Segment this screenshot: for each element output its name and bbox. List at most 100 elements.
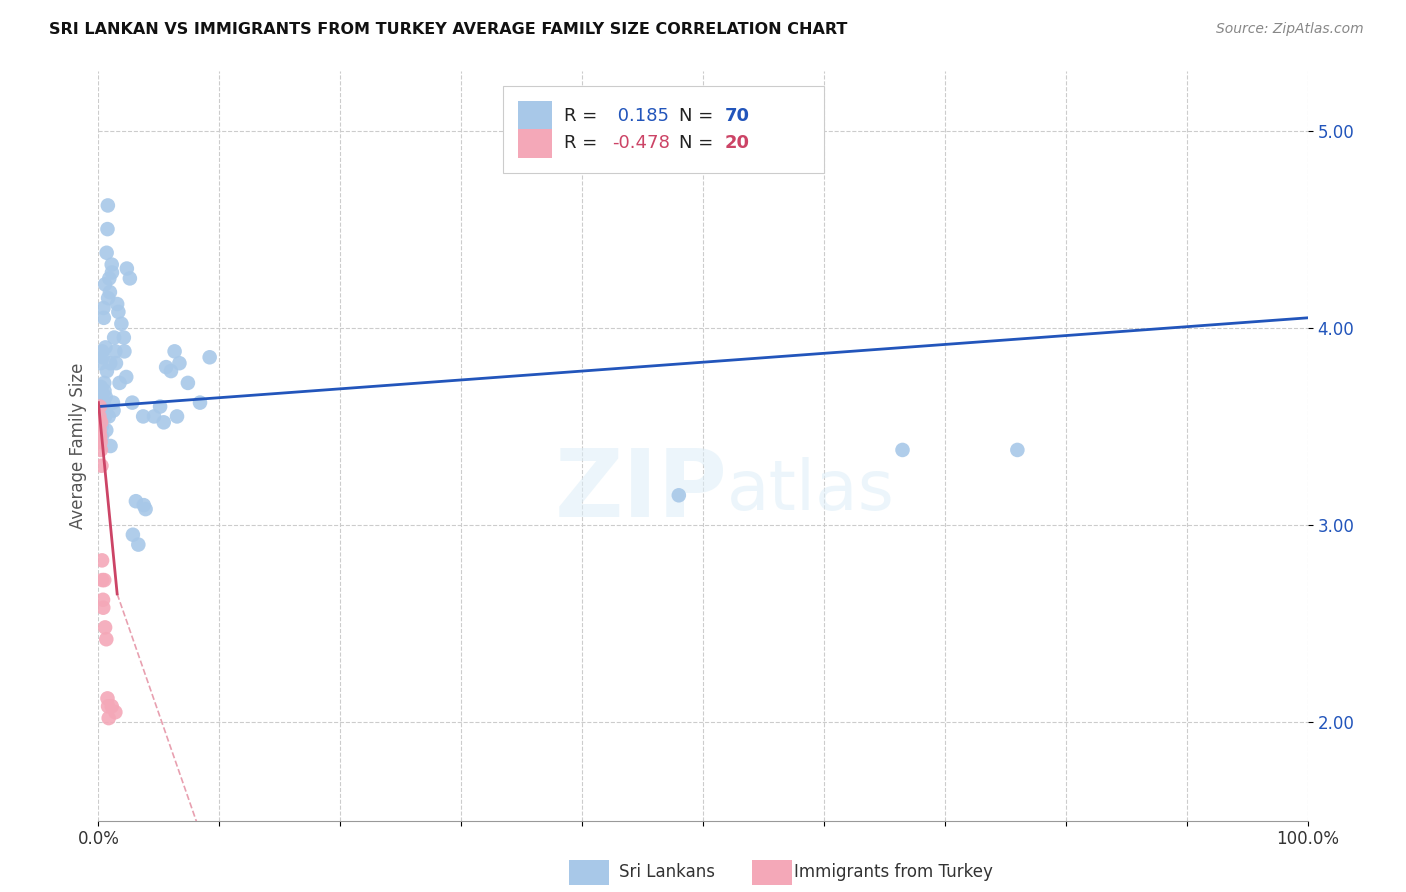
- Point: [98, 356, 121, 370]
- Point: [97, 711, 120, 725]
- Point: [93, 376, 115, 390]
- Point: [96, 423, 118, 437]
- FancyBboxPatch shape: [517, 129, 553, 158]
- Point: [90, 356, 112, 370]
- Point: [115, 370, 138, 384]
- Point: [143, 409, 166, 424]
- Text: ZIP: ZIP: [554, 445, 727, 537]
- Point: [91, 600, 114, 615]
- Point: [91, 429, 114, 443]
- Point: [152, 415, 174, 429]
- Point: [91, 351, 114, 365]
- Point: [93, 573, 115, 587]
- Point: [100, 439, 122, 453]
- Point: [91, 592, 114, 607]
- Point: [90, 442, 112, 457]
- Point: [112, 344, 135, 359]
- Point: [90, 415, 112, 429]
- Point: [94, 277, 117, 292]
- Point: [105, 297, 128, 311]
- Point: [110, 317, 132, 331]
- FancyBboxPatch shape: [517, 102, 553, 130]
- Point: [93, 384, 115, 398]
- Text: SRI LANKAN VS IMMIGRANTS FROM TURKEY AVERAGE FAMILY SIZE CORRELATION CHART: SRI LANKAN VS IMMIGRANTS FROM TURKEY AVE…: [49, 22, 848, 37]
- Text: Sri Lankans: Sri Lankans: [619, 863, 714, 881]
- Point: [132, 498, 155, 512]
- Point: [100, 258, 122, 272]
- Point: [90, 384, 112, 398]
- Point: [94, 409, 117, 424]
- Point: [104, 705, 127, 719]
- Point: [97, 198, 120, 212]
- Point: [1007, 442, 1029, 457]
- Point: [166, 409, 188, 424]
- Point: [108, 376, 131, 390]
- Point: [132, 409, 155, 424]
- Text: N =: N =: [679, 106, 718, 125]
- Text: Immigrants from Turkey: Immigrants from Turkey: [794, 863, 993, 881]
- Point: [89, 415, 111, 429]
- Point: [127, 538, 149, 552]
- Point: [96, 364, 118, 378]
- Point: [98, 285, 121, 300]
- Point: [149, 400, 172, 414]
- Point: [125, 494, 148, 508]
- Point: [163, 344, 186, 359]
- Point: [107, 305, 129, 319]
- Point: [121, 395, 143, 409]
- Point: [91, 344, 114, 359]
- Point: [188, 395, 211, 409]
- Point: [97, 291, 120, 305]
- Point: [101, 395, 124, 409]
- Point: [160, 364, 183, 378]
- Text: R =: R =: [564, 135, 603, 153]
- FancyBboxPatch shape: [503, 87, 824, 172]
- Point: [100, 699, 122, 714]
- Point: [89, 400, 111, 414]
- Point: [91, 409, 114, 424]
- Point: [112, 330, 135, 344]
- Text: Source: ZipAtlas.com: Source: ZipAtlas.com: [1216, 22, 1364, 37]
- Point: [89, 403, 111, 417]
- Point: [91, 573, 114, 587]
- Point: [93, 310, 115, 325]
- Text: N =: N =: [679, 135, 718, 153]
- Point: [103, 403, 125, 417]
- Point: [89, 423, 111, 437]
- Point: [115, 261, 138, 276]
- Point: [96, 245, 118, 260]
- Point: [94, 340, 117, 354]
- Text: 0.185: 0.185: [613, 106, 669, 125]
- Point: [91, 553, 114, 567]
- Text: R =: R =: [564, 106, 603, 125]
- Text: 70: 70: [724, 106, 749, 125]
- Point: [155, 360, 177, 375]
- Point: [90, 380, 112, 394]
- Point: [90, 458, 112, 473]
- Point: [97, 409, 120, 424]
- Point: [94, 403, 117, 417]
- Point: [96, 632, 118, 647]
- Point: [135, 502, 157, 516]
- Point: [91, 395, 114, 409]
- Point: [90, 390, 112, 404]
- Point: [177, 376, 200, 390]
- Point: [98, 271, 121, 285]
- Point: [104, 344, 127, 359]
- Point: [93, 301, 115, 315]
- Point: [94, 390, 117, 404]
- Text: -0.478: -0.478: [613, 135, 671, 153]
- Point: [89, 409, 111, 424]
- Point: [104, 356, 127, 370]
- Point: [97, 699, 120, 714]
- Point: [169, 356, 191, 370]
- Point: [101, 265, 124, 279]
- Point: [90, 419, 112, 434]
- Point: [96, 222, 118, 236]
- Point: [668, 488, 690, 502]
- Point: [103, 330, 125, 344]
- Point: [122, 527, 145, 541]
- Y-axis label: Average Family Size: Average Family Size: [69, 363, 87, 529]
- Text: 20: 20: [724, 135, 749, 153]
- Point: [96, 691, 118, 706]
